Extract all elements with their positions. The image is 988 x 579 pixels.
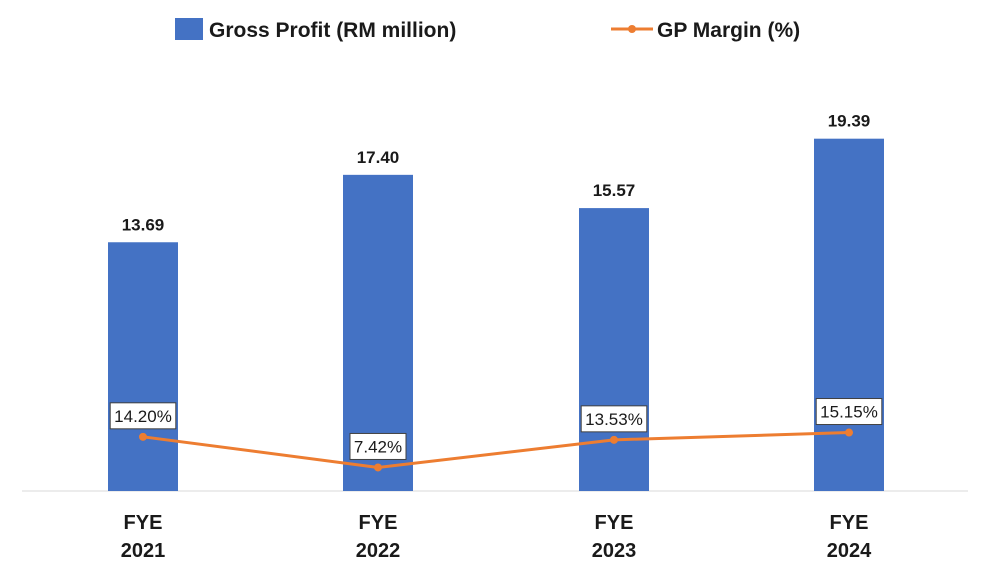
bars [108,138,884,492]
margin-value-label-3: 15.15% [820,403,878,422]
bar-value-label-0: 13.69 [122,215,165,234]
bar-0 [108,242,178,491]
legend-bar-label: Gross Profit (RM million) [209,19,456,42]
x-tick-label-2-line1: FYE [595,512,634,534]
x-tick-label-3-line2: 2024 [827,540,872,562]
bar-2 [579,208,649,492]
x-tick-label-0-line1: FYE [124,512,163,534]
margin-label-box-1 [349,432,407,460]
margin-point-3 [845,428,853,437]
margin-value-label-1: 7.42% [354,437,402,456]
margin-line [142,431,850,469]
x-tick-label-1-line2: 2022 [356,540,401,562]
x-tick-label-3-line1: FYE [830,512,869,534]
x-tick-label-2-line2: 2023 [592,540,637,562]
x-tick-label-0-line2: 2021 [121,540,166,562]
margin-value-label-0: 14.20% [114,407,172,426]
bar-value-label-2: 15.57 [593,181,636,200]
bar-value-label-3: 19.39 [828,112,871,131]
margin-point-1 [374,463,382,472]
bar-value-label-1: 17.40 [357,148,400,167]
bar-labels: 13.69 17.40 15.57 19.39 [122,112,871,235]
margin-point-2 [610,435,618,444]
legend-line-marker [628,25,636,33]
line-layer: 14.20% 7.42% 13.53% 15.15% [109,398,883,472]
margin-value-label-2: 13.53% [585,410,643,429]
legend-line-label: GP Margin (%) [657,19,800,42]
margin-label-box-0 [109,402,177,430]
legend-bar-swatch [175,18,203,40]
bar-3 [814,138,884,491]
x-labels: FYE 2021 FYE 2022 FYE 2023 FYE 2024 [121,512,872,562]
margin-point-0 [139,432,147,441]
legend: Gross Profit (RM million) GP Margin (%) [175,18,800,42]
margin-label-box-2 [580,405,648,433]
x-tick-label-1-line1: FYE [359,512,398,534]
margin-label-box-3 [815,398,883,426]
